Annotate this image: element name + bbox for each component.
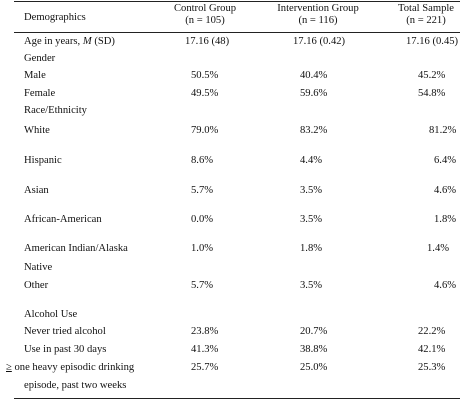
bottom-rule xyxy=(14,398,460,399)
top-rule xyxy=(14,1,460,2)
cell-total-other: 4.6% xyxy=(434,280,457,291)
cell-control-american-indian: 1.0% xyxy=(191,243,214,254)
cell-control-asian: 5.7% xyxy=(191,185,214,196)
cell-total-never-tried: 22.2% xyxy=(418,326,446,337)
cell-total-male: 45.2% xyxy=(418,70,446,81)
header-rule xyxy=(14,32,460,33)
cell-intervention-white: 83.2% xyxy=(300,125,328,136)
row-label-male: Male xyxy=(24,70,46,81)
row-label-race: Race/Ethnicity xyxy=(24,105,87,116)
header-control-line1: Control Group xyxy=(173,3,237,14)
cell-total-hispanic: 6.4% xyxy=(434,155,457,166)
cell-total-asian: 4.6% xyxy=(434,185,457,196)
row-label-age: Age in years, M (SD) xyxy=(24,36,115,47)
cell-total-heavy-episodic: 25.3% xyxy=(418,362,446,373)
cell-control-male: 50.5% xyxy=(191,70,219,81)
cell-intervention-male: 40.4% xyxy=(300,70,328,81)
header-control-line2: (n = 105) xyxy=(185,15,225,26)
cell-intervention-other: 3.5% xyxy=(300,280,323,291)
cell-total-past-30-days: 42.1% xyxy=(418,344,446,355)
cell-total-female: 54.8% xyxy=(418,88,446,99)
cell-intervention-american-indian: 1.8% xyxy=(300,243,323,254)
cell-control-white: 79.0% xyxy=(191,125,219,136)
row-label-past-30-days: Use in past 30 days xyxy=(24,344,107,355)
greater-equal-symbol: ≥ xyxy=(6,362,12,373)
row-label-african-american: African-American xyxy=(24,214,102,225)
cell-intervention-past-30-days: 38.8% xyxy=(300,344,328,355)
cell-total-white: 81.2% xyxy=(429,125,457,136)
cell-intervention-never-tried: 20.7% xyxy=(300,326,328,337)
cell-control-heavy-episodic: 25.7% xyxy=(191,362,219,373)
row-label-other: Other xyxy=(24,280,49,291)
cell-intervention-age: 17.16 (0.42) xyxy=(293,36,346,47)
cell-control-other: 5.7% xyxy=(191,280,214,291)
cell-total-age: 17.16 (0.45) xyxy=(406,36,459,47)
cell-control-female: 49.5% xyxy=(191,88,219,99)
row-label-gender: Gender xyxy=(24,53,56,64)
cell-intervention-african-american: 3.5% xyxy=(300,214,323,225)
cell-control-hispanic: 8.6% xyxy=(191,155,214,166)
cell-total-american-indian: 1.4% xyxy=(427,243,450,254)
row-label-white: White xyxy=(24,125,50,136)
row-label-never-tried: Never tried alcohol xyxy=(24,326,106,337)
row-label-hispanic: Hispanic xyxy=(24,155,62,166)
cell-control-age: 17.16 (48) xyxy=(185,36,230,47)
cell-control-never-tried: 23.8% xyxy=(191,326,219,337)
row-label-asian: Asian xyxy=(24,185,49,196)
header-intervention-line2: (n = 116) xyxy=(298,15,338,26)
header-total-line1: Total Sample xyxy=(397,3,455,14)
cell-total-african-american: 1.8% xyxy=(434,214,457,225)
cell-control-past-30-days: 41.3% xyxy=(191,344,219,355)
row-label-native: Native xyxy=(24,262,53,273)
header-intervention-line1: Intervention Group xyxy=(277,3,359,14)
row-label-female: Female xyxy=(24,88,56,99)
cell-intervention-asian: 3.5% xyxy=(300,185,323,196)
header-total-line2: (n = 221) xyxy=(406,15,446,26)
header-demographics: Demographics xyxy=(24,12,86,23)
row-label-heavy-episodic: ≥ one heavy episodic drinking xyxy=(6,362,135,373)
cell-intervention-female: 59.6% xyxy=(300,88,328,99)
cell-intervention-hispanic: 4.4% xyxy=(300,155,323,166)
cell-control-african-american: 0.0% xyxy=(191,214,214,225)
row-label-american-indian: American Indian/Alaska xyxy=(24,243,128,254)
row-label-past-two-weeks: episode, past two weeks xyxy=(24,380,127,391)
cell-intervention-heavy-episodic: 25.0% xyxy=(300,362,328,373)
row-label-alcohol-use: Alcohol Use xyxy=(24,309,78,320)
